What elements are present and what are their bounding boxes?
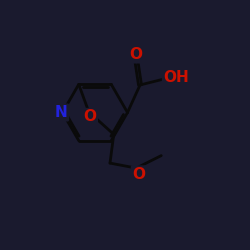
Text: O: O	[130, 47, 143, 62]
Text: N: N	[55, 105, 68, 120]
Text: O: O	[132, 167, 145, 182]
Text: O: O	[84, 109, 96, 124]
Text: OH: OH	[164, 70, 189, 85]
